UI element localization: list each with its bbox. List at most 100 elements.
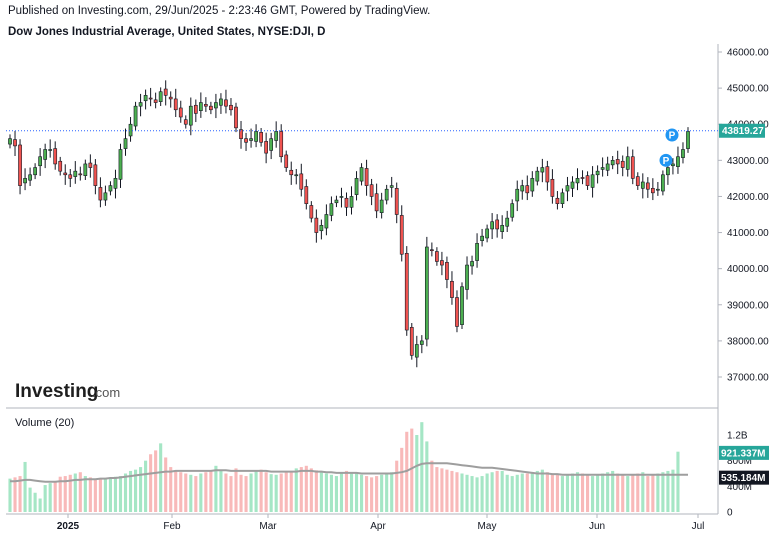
candle-body xyxy=(676,156,680,167)
price-axis-ticks: 46000.0045000.0044000.0043000.0042000.00… xyxy=(718,48,769,384)
candle xyxy=(304,179,309,210)
volume-tick-label: 800M xyxy=(727,456,752,467)
candle xyxy=(214,93,218,119)
candle xyxy=(580,170,585,185)
candle xyxy=(249,128,253,148)
volume-bar xyxy=(324,473,328,512)
volume-bar xyxy=(380,474,384,512)
volume-bar xyxy=(591,476,595,512)
candle-body xyxy=(565,185,570,192)
event-marker-label: P xyxy=(663,156,670,167)
volume-bar xyxy=(149,454,153,512)
volume-last-value: 921.337M xyxy=(721,448,765,459)
volume-bar xyxy=(510,476,514,512)
candle xyxy=(404,246,409,336)
candle-body xyxy=(585,175,590,186)
candle-body xyxy=(153,99,158,103)
volume-axis-ticks: 1.2B 800M 400M 0 xyxy=(727,431,752,519)
volume-bar xyxy=(254,470,258,512)
candle-body xyxy=(455,297,459,327)
last-price-tag xyxy=(719,123,765,138)
candle xyxy=(8,134,12,149)
candle-body xyxy=(640,181,645,189)
candle xyxy=(239,120,243,149)
volume-tick-label: 400M xyxy=(727,482,752,493)
volume-bar xyxy=(661,472,665,512)
candle xyxy=(470,255,474,275)
candle-body xyxy=(480,235,484,241)
candle-body xyxy=(349,196,354,208)
candle xyxy=(68,169,73,188)
volume-bar xyxy=(465,474,469,512)
candle xyxy=(625,146,630,177)
candle xyxy=(244,132,248,151)
candle-body xyxy=(28,174,32,181)
candle xyxy=(450,271,454,305)
price-tick-label: 39000.00 xyxy=(727,300,769,311)
volume-bar xyxy=(611,470,615,512)
candle-body xyxy=(204,104,208,107)
event-marker[interactable]: P xyxy=(659,153,673,167)
event-marker[interactable]: P xyxy=(665,128,679,142)
candle xyxy=(384,184,389,205)
candle xyxy=(630,149,635,185)
candle-body xyxy=(18,144,22,186)
candle xyxy=(440,251,444,276)
candle-body xyxy=(93,164,98,186)
volume-bar xyxy=(596,474,600,512)
candle xyxy=(374,183,379,219)
candle xyxy=(394,182,399,224)
candle-body xyxy=(379,199,384,213)
candle xyxy=(329,196,334,222)
logo-brand: Investing xyxy=(15,381,98,402)
volume-bar xyxy=(450,470,454,512)
candle xyxy=(209,101,213,115)
volume-bar xyxy=(249,473,253,512)
volume-bar xyxy=(520,473,524,512)
candle-body xyxy=(284,154,289,168)
candle xyxy=(595,165,600,184)
volume-bar xyxy=(279,473,283,512)
candle xyxy=(515,180,520,212)
candle xyxy=(676,146,680,174)
candle-body xyxy=(13,139,17,147)
candle-body xyxy=(249,138,253,141)
volume-bar xyxy=(18,476,22,512)
volume-bar xyxy=(626,476,630,512)
candle xyxy=(635,172,640,190)
volume-panel-label: Volume (20) xyxy=(15,417,74,429)
time-tick-label: Apr xyxy=(370,521,386,532)
candle xyxy=(163,80,168,106)
candle xyxy=(359,163,364,186)
candle-body xyxy=(409,327,414,356)
volume-bar xyxy=(445,469,449,512)
volume-bar xyxy=(179,472,183,512)
candle xyxy=(430,242,434,257)
candle-body xyxy=(88,162,93,168)
candle-body xyxy=(259,132,263,143)
candle xyxy=(349,186,354,215)
candle xyxy=(314,209,319,243)
volume-tick-label: 1.2B xyxy=(727,431,748,442)
candle-body xyxy=(324,214,329,229)
volume-bar xyxy=(118,476,123,512)
candle xyxy=(485,224,489,243)
candle-body xyxy=(339,196,344,198)
candle-body xyxy=(143,95,148,102)
volume-bar xyxy=(169,467,173,512)
candle-body xyxy=(435,251,439,262)
volume-bar xyxy=(28,487,32,512)
candle xyxy=(93,159,98,195)
volume-bar xyxy=(314,470,318,512)
candle-body xyxy=(83,163,88,176)
volume-bar xyxy=(676,451,680,512)
candle-body xyxy=(600,167,605,170)
volume-ma-tag xyxy=(719,470,769,485)
volume-bar xyxy=(370,477,374,512)
candle-body xyxy=(620,160,625,168)
candle xyxy=(465,256,469,300)
candle xyxy=(445,256,449,289)
candle xyxy=(475,233,479,268)
volume-bar xyxy=(68,474,72,512)
candle-body xyxy=(168,96,173,100)
